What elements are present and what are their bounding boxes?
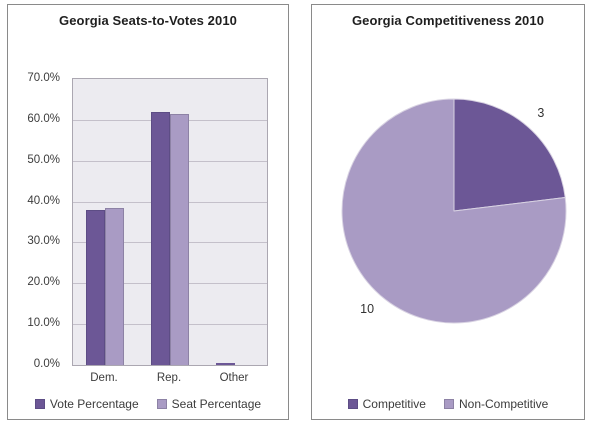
legend-color-swatch bbox=[156, 399, 167, 409]
y-axis-tick-label: 50.0% bbox=[27, 154, 60, 166]
bar-seat-percentage-dem bbox=[105, 208, 124, 365]
bar-seat-percentage-rep bbox=[170, 114, 189, 365]
pie-data-label: 3 bbox=[537, 105, 545, 120]
bar-chart-title: Georgia Seats-to-Votes 2010 bbox=[58, 13, 238, 28]
pie-chart-legend: Competitive Non-Competitive bbox=[312, 397, 584, 411]
pie-chart-title: Georgia Competitiveness 2010 bbox=[351, 13, 545, 28]
pie-chart-area: 3 10 bbox=[312, 5, 584, 419]
pie-data-label: 10 bbox=[360, 302, 375, 317]
legend-label: Non-Competitive bbox=[458, 397, 549, 411]
y-axis-tick-label: 40.0% bbox=[27, 195, 60, 207]
bar-chart-plot-area bbox=[72, 78, 268, 366]
pie-svg bbox=[341, 98, 567, 324]
legend-item: Vote Percentage bbox=[34, 397, 139, 411]
bar-vote-percentage-other bbox=[216, 363, 235, 365]
pie-slice-non-competitive bbox=[341, 98, 567, 324]
legend-item: Competitive bbox=[347, 397, 426, 411]
y-axis-tick-label: 30.0% bbox=[27, 235, 60, 247]
x-axis-category-label: Other bbox=[219, 372, 249, 384]
x-axis-category-label: Rep. bbox=[156, 372, 182, 384]
competitiveness-panel: Georgia Competitiveness 2010 3 10 Competi… bbox=[311, 4, 585, 420]
x-axis-category-label: Dem. bbox=[90, 372, 118, 384]
y-axis-tick-label: 10.0% bbox=[27, 317, 60, 329]
bar-vote-percentage-rep bbox=[151, 112, 170, 365]
bar-vote-percentage-dem bbox=[86, 210, 105, 365]
legend-label: Vote Percentage bbox=[49, 397, 139, 411]
pie-slice-competitive bbox=[453, 98, 566, 212]
legend-label: Seat Percentage bbox=[171, 397, 262, 411]
y-axis-tick-label: 70.0% bbox=[27, 72, 60, 84]
legend-color-swatch bbox=[347, 399, 358, 409]
y-axis-tick-label: 0.0% bbox=[33, 358, 60, 370]
y-axis-tick-label: 60.0% bbox=[27, 113, 60, 125]
seats-to-votes-panel: Georgia Seats-to-Votes 2010 Vote Percent… bbox=[7, 4, 289, 420]
legend-item: Non-Competitive bbox=[443, 397, 549, 411]
bar-chart-legend: Vote Percentage Seat Percentage bbox=[8, 397, 288, 411]
y-axis-tick-label: 20.0% bbox=[27, 276, 60, 288]
legend-color-swatch bbox=[443, 399, 454, 409]
legend-color-swatch bbox=[34, 399, 45, 409]
legend-label: Competitive bbox=[362, 397, 426, 411]
legend-item: Seat Percentage bbox=[156, 397, 262, 411]
